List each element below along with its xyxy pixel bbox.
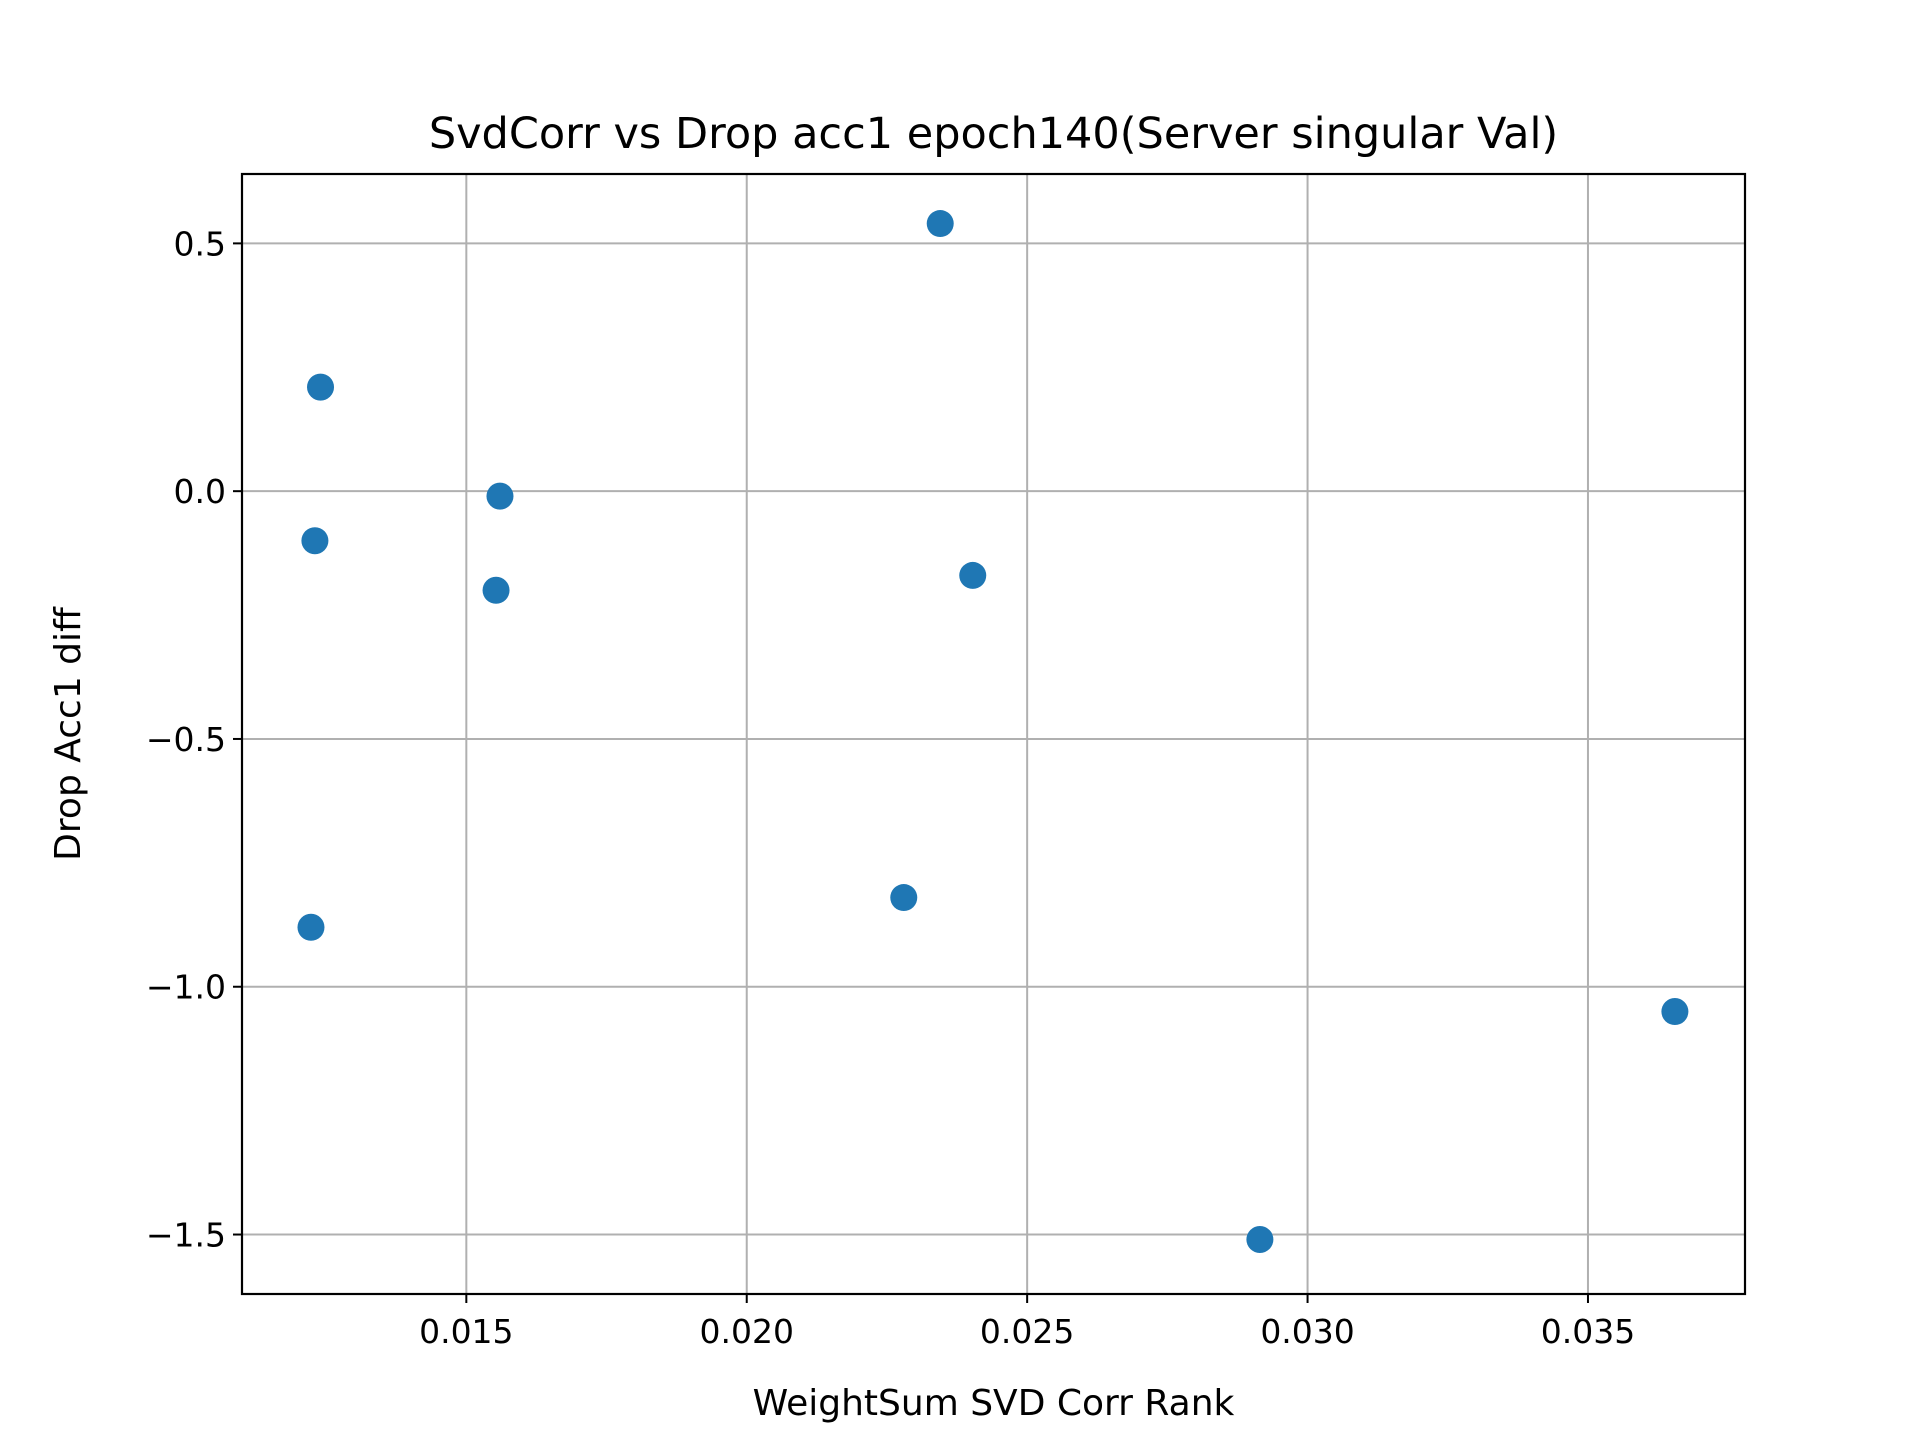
scatter-points — [297, 210, 1689, 1253]
x-axis-ticks: 0.015 0.020 0.025 0.030 0.035 — [419, 1294, 1635, 1351]
x-tick-label: 0.015 — [419, 1312, 513, 1351]
scatter-point — [486, 482, 514, 510]
y-tick-label: −1.5 — [146, 1216, 226, 1255]
y-axis-title: Drop Acc1 diff — [48, 606, 89, 861]
scatter-point — [297, 913, 325, 941]
scatter-point — [307, 373, 335, 401]
y-axis-ticks: 0.5 0.0 −0.5 −1.0 −1.5 — [146, 224, 242, 1255]
y-tick-label: 0.0 — [174, 472, 226, 511]
y-tick-label: 0.5 — [174, 224, 226, 263]
x-axis-title: WeightSum SVD Corr Rank — [753, 1383, 1235, 1424]
scatter-point — [926, 210, 954, 238]
scatter-point — [959, 561, 987, 589]
plot-frame — [240, 172, 1747, 1296]
scatter-point — [890, 884, 918, 912]
scatter-point — [1246, 1225, 1274, 1253]
y-tick-label: −1.0 — [146, 968, 226, 1007]
x-tick-label: 0.035 — [1541, 1312, 1635, 1351]
x-tick-label: 0.030 — [1260, 1312, 1354, 1351]
x-tick-label: 0.020 — [699, 1312, 793, 1351]
scatter-point — [1661, 998, 1689, 1026]
scatter-point — [301, 527, 329, 555]
scatter-point — [482, 576, 510, 604]
chart-title: SvdCorr vs Drop acc1 epoch140(Server sin… — [429, 109, 1558, 159]
y-tick-label: −0.5 — [146, 720, 226, 759]
x-tick-label: 0.025 — [980, 1312, 1074, 1351]
